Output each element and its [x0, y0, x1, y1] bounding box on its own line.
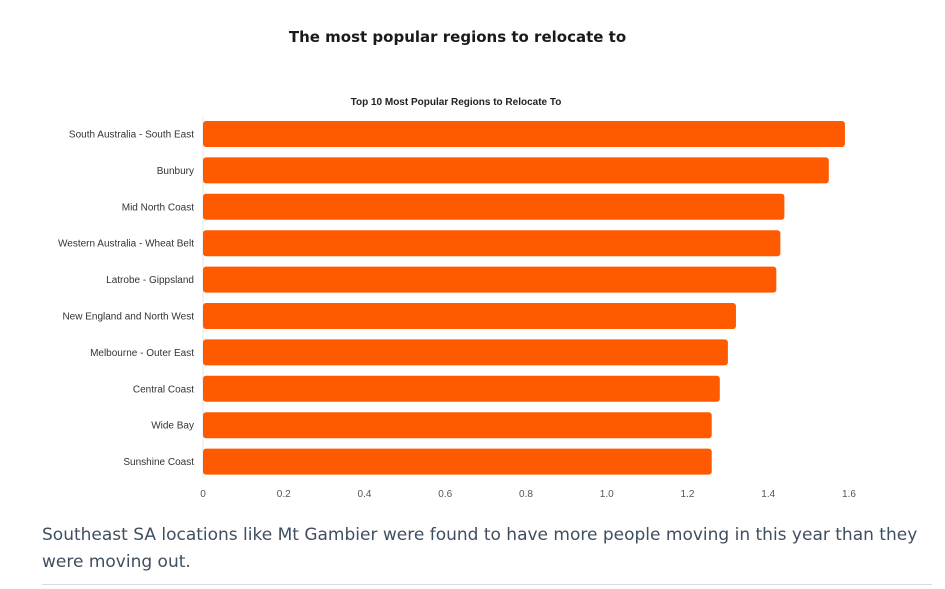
bar: [203, 193, 785, 220]
x-tick-label: 0.2: [277, 489, 291, 500]
bar: [203, 412, 712, 439]
x-tick-label: 0: [200, 489, 206, 500]
category-label: New England and North West: [62, 312, 194, 323]
article-caption: Southeast SA locations like Mt Gambier w…: [42, 525, 918, 572]
divider: [42, 584, 932, 585]
bars-group: [203, 121, 845, 475]
category-label: Bunbury: [157, 166, 194, 177]
category-label: Western Australia - Wheat Belt: [58, 239, 194, 250]
category-labels-group: South Australia - South East Bunbury Mid N…: [58, 130, 194, 469]
bar: [203, 157, 829, 184]
x-tick-label: 1.0: [600, 489, 614, 500]
bar: [203, 230, 781, 257]
bar-chart: Top 10 Most Popular Regions to Relocate …: [48, 88, 878, 508]
category-label: South Australia - South East: [69, 130, 194, 141]
category-label: Sunshine Coast: [123, 457, 194, 468]
category-label: Wide Bay: [151, 421, 194, 432]
x-tick-label: 0.6: [438, 489, 452, 500]
x-tick-label: 1.6: [842, 489, 856, 500]
bar: [203, 303, 736, 329]
chart-background: [48, 88, 878, 508]
bar: [203, 266, 777, 293]
page-heading: The most popular regions to relocate to: [288, 28, 627, 46]
x-tick-label: 0.8: [519, 489, 533, 500]
category-label: Latrobe - Gippsland: [106, 275, 194, 286]
x-tick-label: 1.2: [681, 489, 695, 500]
bar: [203, 121, 845, 147]
category-label: Mid North Coast: [122, 202, 194, 213]
x-tick-labels-group: 0 0.2 0.4 0.6 0.8 1.0 1.2 1.4 1.6: [200, 489, 856, 500]
chart-title: Top 10 Most Popular Regions to Relocate …: [351, 97, 562, 108]
category-label: Melbourne - Outer East: [90, 348, 194, 359]
bar: [203, 448, 712, 475]
bar: [203, 339, 728, 366]
category-label: Central Coast: [133, 384, 194, 395]
x-tick-label: 0.4: [358, 489, 372, 500]
x-tick-label: 1.4: [761, 489, 775, 500]
bar: [203, 375, 720, 402]
